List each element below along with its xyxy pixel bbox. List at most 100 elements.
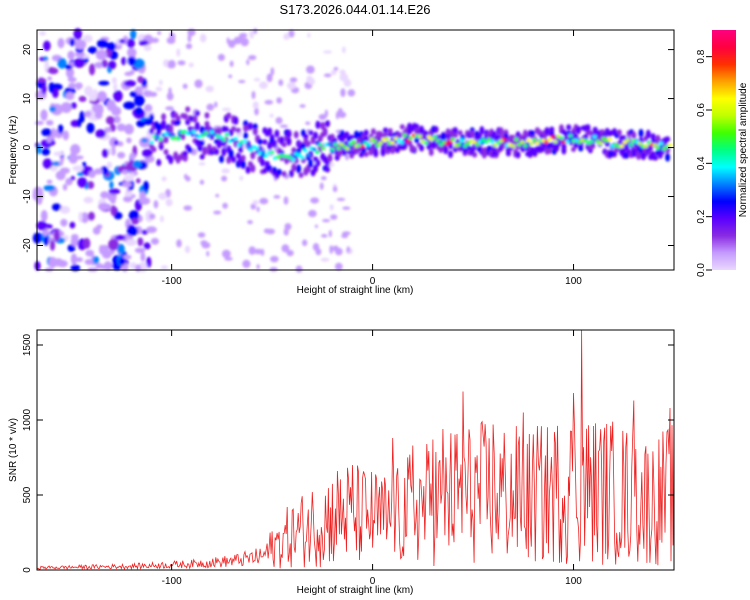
heatmap-faint-blob (249, 29, 255, 39)
heatmap-ridge-halo (498, 127, 504, 137)
heatmap-faint-blob (159, 215, 164, 223)
heatmap-faint-blob (160, 265, 168, 270)
heatmap-faint-blob (321, 234, 328, 238)
heatmap-ridge-core (203, 131, 208, 135)
heatmap-noise-blob (36, 194, 43, 205)
heatmap-ridge-core (486, 137, 492, 142)
heatmap-noise-blob (137, 75, 144, 84)
heatmap-faint-blob (273, 195, 281, 199)
colorbar-tick-label: 0.8 (696, 49, 707, 63)
heatmap-ridge-core (315, 150, 320, 155)
heatmap-noise-blob (102, 148, 109, 158)
heatmap-faint-blob (314, 224, 318, 228)
heatmap-ridge-halo (161, 120, 167, 127)
heatmap-ridge-halo (315, 159, 321, 167)
heatmap-ridge-halo (228, 149, 234, 159)
heatmap-faint-blob (269, 113, 274, 118)
heatmap-ridge-halo (380, 147, 386, 157)
heatmap-noise-blob (44, 60, 50, 72)
heatmap-ridge-core (372, 139, 377, 143)
heatmap-noise-blob (98, 80, 110, 86)
heatmap-faint-blob (310, 197, 319, 204)
heatmap-ridge-core (628, 142, 633, 147)
heatmap-y-tick-label: -20 (22, 238, 33, 253)
heatmap-faint-blob (329, 245, 334, 254)
heatmap-ridge-core (303, 148, 308, 153)
heatmap-ridge-halo (399, 124, 405, 130)
heatmap-ridge-core (221, 137, 227, 142)
heatmap-ridge-halo (419, 144, 425, 152)
heatmap-y-tick-label: 10 (22, 93, 33, 105)
heatmap-noise-blob (95, 49, 108, 61)
heatmap-noise-blob (111, 146, 116, 156)
heatmap-noise-blob (59, 206, 71, 214)
heatmap-ridge-halo (452, 126, 458, 135)
heatmap-noise-blob (76, 257, 83, 263)
heatmap-ridge-core (336, 146, 341, 151)
heatmap-faint-blob (330, 69, 337, 76)
heatmap-ridge-halo (341, 148, 347, 157)
heatmap-ridge-halo (665, 153, 671, 162)
heatmap-ridge-halo (240, 154, 246, 162)
heatmap-faint-blob (250, 203, 256, 210)
heatmap-ridge-halo (578, 146, 584, 152)
colorbar-tick-label: 0.4 (696, 156, 707, 170)
heatmap-noise-blob (87, 46, 98, 54)
heatmap-noise-blob (78, 95, 87, 102)
heatmap-ridge-core (330, 147, 335, 152)
heatmap-faint-blob (330, 214, 338, 220)
heatmap-ridge-core (248, 148, 254, 152)
heatmap-noise-blob (65, 177, 73, 186)
heatmap-ridge-halo (192, 115, 198, 123)
heatmap-ridge-halo (281, 170, 287, 177)
heatmap-noise-blob (78, 211, 83, 223)
heatmap-ridge-halo (259, 158, 265, 167)
heatmap-ridge-halo (204, 120, 210, 128)
heatmap-ridge-halo (313, 164, 319, 173)
heatmap-ridge-halo (288, 169, 294, 178)
heatmap-faint-blob (306, 65, 315, 74)
heatmap-ridge-core (254, 146, 260, 151)
heatmap-ridge-core (661, 146, 667, 151)
heatmap-noise-blob (124, 123, 134, 135)
heatmap-ridge-halo (262, 139, 268, 145)
heatmap-noise-blob (121, 56, 127, 66)
heatmap-faint-blob (332, 186, 338, 193)
colorbar-tick-label: 0.0 (696, 263, 707, 277)
heatmap-noise-blob (129, 91, 138, 98)
heatmap-ridge-core (167, 132, 172, 136)
heatmap-ridge-halo (257, 138, 263, 145)
heatmap-noise-blob (139, 190, 146, 202)
heatmap-ridge-halo (163, 148, 169, 155)
heatmap-faint-blob (308, 78, 316, 85)
heatmap-ridge-core (532, 138, 537, 142)
heatmap-faint-blob (199, 179, 205, 185)
heatmap-ridge-halo (303, 133, 309, 141)
heatmap-ridge-halo (204, 112, 210, 119)
heatmap-ridge-core (366, 143, 371, 147)
heatmap-ridge-core (459, 138, 465, 143)
heatmap-noise-blob (70, 253, 78, 265)
heatmap-noise-blob (100, 191, 110, 199)
heatmap-faint-blob (149, 213, 156, 220)
heatmap-x-ticks: -100 0 100 (162, 30, 582, 287)
heatmap-noise-blob (143, 242, 151, 250)
heatmap-ridge-core (523, 143, 528, 148)
heatmap-faint-blob (201, 241, 211, 249)
heatmap-ridge-core (520, 140, 525, 144)
heatmap-ridge-halo (310, 138, 316, 145)
heatmap-noise-blob (114, 234, 126, 241)
heatmap-ridge-core (565, 139, 570, 144)
heatmap-faint-blob (337, 107, 343, 117)
heatmap-noise-blob (67, 76, 77, 83)
heatmap-noise-blob (123, 174, 134, 182)
heatmap-noise-blob (124, 80, 137, 87)
heatmap-noise-blob (46, 138, 52, 144)
heatmap-ridge-halo (638, 128, 644, 138)
heatmap-noise-blob (121, 169, 129, 175)
heatmap-noise-blob (57, 57, 67, 69)
heatmap-faint-blob (150, 37, 160, 43)
heatmap-noise-blob (82, 161, 87, 168)
heatmap-faint-blob (276, 97, 282, 104)
